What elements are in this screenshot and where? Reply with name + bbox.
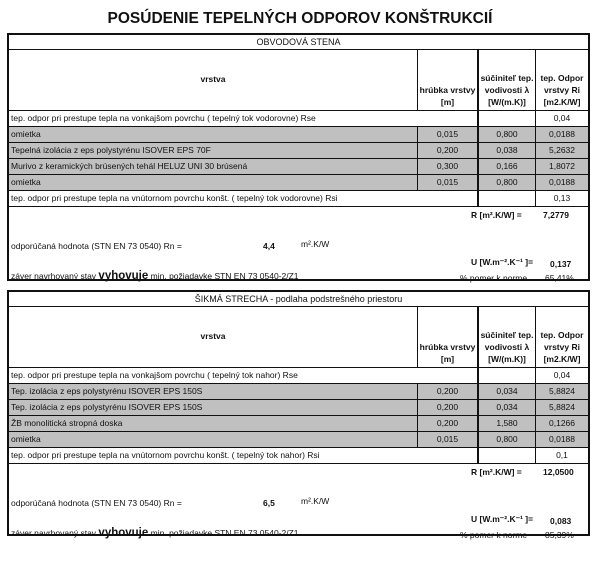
ratio-value: 65,41%: [545, 273, 574, 283]
layer-thickness: 0,015: [417, 175, 477, 190]
page-title: POSÚDENIE TEPELNÝCH ODPOROV KONŠTRUKCIÍ: [107, 10, 493, 27]
rsi-value: 0,13: [535, 191, 588, 206]
u-label: U [W.m⁻².K⁻¹ ]=: [471, 257, 534, 267]
table-row: Murivo z keramických brúsených tehál HEL…: [9, 159, 588, 175]
header-thickness: hrúbka vrstvy [m]: [417, 307, 477, 367]
layer-lambda: 0,034: [477, 400, 535, 415]
layer-ri: 0,0188: [535, 175, 588, 190]
layer-lambda: 0,166: [477, 159, 535, 174]
r-label: R [m².K/W] =: [471, 467, 522, 477]
ratio-label: % pomer k norme: [460, 273, 528, 283]
rn-value: 6,5: [263, 498, 275, 508]
layer-name: Tep. izolácia z eps polystyrénu ISOVER E…: [9, 400, 417, 415]
rsi-value: 0,1: [535, 448, 588, 463]
rn-unit: m².K/W: [301, 239, 330, 249]
u-value: 0,083: [550, 516, 572, 526]
table-sikma-strecha: ŠIKMÁ STRECHA - podlaha podstrešného pri…: [7, 290, 590, 540]
layer-thickness: 0,200: [417, 416, 477, 431]
layer-ri: 0,1266: [535, 416, 588, 431]
layer-lambda: 0,038: [477, 143, 535, 158]
table-row: Tep. izolácia z eps polystyrénu ISOVER E…: [9, 400, 588, 416]
rn-unit: m².K/W: [301, 496, 330, 506]
layer-lambda: 0,800: [477, 127, 535, 142]
layer-name: omietka: [9, 432, 417, 447]
r-value: 7,2779: [543, 210, 569, 220]
layer-ri: 0,0188: [535, 432, 588, 447]
conclusion: záver navrhovaný stav vyhovuje min. poži…: [11, 270, 299, 282]
layer-name: omietka: [9, 175, 417, 190]
ratio-value: 85,39%: [545, 530, 574, 540]
rn-label: odporúčaná hodnota (STN EN 73 0540) Rn =: [11, 241, 182, 251]
rsi-label: tep. odpor pri prestupe tepla na vnútorn…: [11, 193, 338, 203]
layer-thickness: 0,200: [417, 384, 477, 399]
r-label: R [m².K/W] =: [471, 210, 522, 220]
layer-name: omietka: [9, 127, 417, 142]
rse-value: 0,04: [535, 111, 588, 126]
rn-value: 4,4: [263, 241, 275, 251]
conclusion-verdict: vyhovuje: [98, 527, 149, 539]
layer-ri: 5,2632: [535, 143, 588, 158]
header-lambda: súčiniteľ tep. vodivosti λ [W/(m.K)]: [477, 307, 535, 367]
layer-lambda: 0,800: [477, 432, 535, 447]
layer-ri: 5,8824: [535, 400, 588, 415]
layer-name: Tep. izolácia z eps polystyrénu ISOVER E…: [9, 384, 417, 399]
layer-ri: 1,8072: [535, 159, 588, 174]
ratio-label: % pomer k norme: [460, 530, 528, 540]
header-row: vrstva hrúbka vrstvy [m] súčiniteľ tep. …: [9, 307, 588, 368]
layer-thickness: 0,015: [417, 127, 477, 142]
table-row: Tep. izolácia z eps polystyrénu ISOVER E…: [9, 384, 588, 400]
layer-thickness: 0,300: [417, 159, 477, 174]
layer-name: Murivo z keramických brúsených tehál HEL…: [9, 159, 417, 174]
header-thickness: hrúbka vrstvy [m]: [417, 50, 477, 110]
layer-lambda: 0,034: [477, 384, 535, 399]
rse-row: tep. odpor pri prestupe tepla na vonkajš…: [9, 111, 588, 127]
layer-name: ŽB monolitická stropná doska: [9, 416, 417, 431]
rsi-row: tep. odpor pri prestupe tepla na vnútorn…: [9, 191, 588, 207]
u-label: U [W.m⁻².K⁻¹ ]=: [471, 514, 534, 524]
table-obvodova-stena: OBVODOVÁ STENA vrstva hrúbka vrstvy [m] …: [7, 33, 590, 283]
layer-thickness: 0,200: [417, 143, 477, 158]
rn-label: odporúčaná hodnota (STN EN 73 0540) Rn =: [11, 498, 182, 508]
header-layer: vrstva: [200, 331, 226, 341]
table-row: omietka 0,015 0,800 0,0188: [9, 432, 588, 448]
layer-name: Tepelná izolácia z eps polystyrénu ISOVE…: [9, 143, 417, 158]
table-row: Tepelná izolácia z eps polystyrénu ISOVE…: [9, 143, 588, 159]
rse-value: 0,04: [535, 368, 588, 383]
layer-lambda: 1,580: [477, 416, 535, 431]
layer-ri: 5,8824: [535, 384, 588, 399]
table-caption: OBVODOVÁ STENA: [9, 35, 588, 50]
conclusion: záver navrhovaný stav vyhovuje min. poži…: [11, 527, 299, 539]
rse-label: tep. odpor pri prestupe tepla na vonkajš…: [11, 370, 298, 380]
header-ri: tep. Odpor vrstvy Ri [m2.K/W]: [535, 50, 588, 110]
header-lambda: súčiniteľ tep. vodivosti λ [W/(m.K)]: [477, 50, 535, 110]
conclusion-verdict: vyhovuje: [98, 270, 149, 282]
rsi-label: tep. odpor pri prestupe tepla na vnútorn…: [11, 450, 320, 460]
rse-label: tep. odpor pri prestupe tepla na vonkajš…: [11, 113, 316, 123]
table-row: omietka 0,015 0,800 0,0188: [9, 127, 588, 143]
u-value: 0,137: [550, 259, 572, 269]
rse-row: tep. odpor pri prestupe tepla na vonkajš…: [9, 368, 588, 384]
r-value: 12,0500: [543, 467, 574, 477]
rsi-row: tep. odpor pri prestupe tepla na vnútorn…: [9, 448, 588, 464]
layer-thickness: 0,015: [417, 432, 477, 447]
header-row: vrstva hrúbka vrstvy [m] súčiniteľ tep. …: [9, 50, 588, 111]
table-caption: ŠIKMÁ STRECHA - podlaha podstrešného pri…: [9, 292, 588, 307]
table-row: ŽB monolitická stropná doska 0,200 1,580…: [9, 416, 588, 432]
layer-lambda: 0,800: [477, 175, 535, 190]
layer-ri: 0,0188: [535, 127, 588, 142]
layer-thickness: 0,200: [417, 400, 477, 415]
header-ri: tep. Odpor vrstvy Ri [m2.K/W]: [535, 307, 588, 367]
header-layer: vrstva: [200, 74, 226, 84]
table-row: omietka 0,015 0,800 0,0188: [9, 175, 588, 191]
